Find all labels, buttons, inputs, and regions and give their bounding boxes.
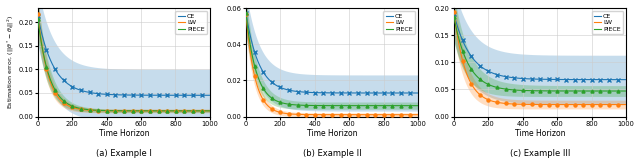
PIECE bbox=[175, 110, 182, 112]
Line: CE: CE bbox=[38, 16, 210, 95]
Line: LW: LW bbox=[38, 14, 210, 111]
X-axis label: Time Horizon: Time Horizon bbox=[99, 129, 149, 138]
Text: (a) Example I: (a) Example I bbox=[96, 149, 152, 158]
CE bbox=[618, 79, 626, 81]
CE bbox=[552, 79, 560, 80]
PIECE bbox=[325, 105, 333, 107]
PIECE bbox=[344, 105, 352, 107]
LW bbox=[450, 11, 458, 13]
CE bbox=[202, 94, 210, 96]
PIECE bbox=[532, 90, 540, 92]
Line: PIECE: PIECE bbox=[38, 19, 210, 111]
PIECE bbox=[383, 105, 391, 107]
CE bbox=[543, 78, 551, 80]
CE bbox=[324, 92, 332, 94]
PIECE bbox=[618, 90, 626, 92]
CE bbox=[116, 94, 124, 96]
CE bbox=[325, 92, 333, 94]
PIECE bbox=[591, 90, 599, 92]
LW bbox=[136, 110, 144, 112]
PIECE bbox=[622, 90, 630, 92]
Line: LW: LW bbox=[454, 12, 626, 105]
Text: (c) Example III: (c) Example III bbox=[509, 149, 570, 158]
LW bbox=[116, 110, 124, 112]
PIECE bbox=[450, 16, 458, 18]
LW bbox=[543, 104, 551, 105]
LW bbox=[202, 110, 210, 112]
Y-axis label: Estimation error, ($||\theta^* - \theta_t||^2$): Estimation error, ($||\theta^* - \theta_… bbox=[6, 15, 16, 109]
PIECE bbox=[552, 90, 560, 92]
PIECE bbox=[202, 110, 210, 112]
Legend: CE, LW, PIECE: CE, LW, PIECE bbox=[383, 11, 415, 34]
LW bbox=[325, 114, 333, 116]
CE bbox=[127, 94, 135, 96]
Text: (b) Example II: (b) Example II bbox=[303, 149, 361, 158]
LW bbox=[552, 104, 560, 105]
CE bbox=[136, 94, 144, 96]
Line: LW: LW bbox=[246, 14, 418, 115]
LW bbox=[618, 104, 626, 106]
PIECE bbox=[543, 90, 551, 92]
LW bbox=[591, 104, 599, 106]
LW bbox=[344, 114, 352, 116]
CE bbox=[116, 94, 124, 96]
LW bbox=[335, 114, 343, 116]
PIECE bbox=[34, 18, 42, 20]
X-axis label: Time Horizon: Time Horizon bbox=[515, 129, 565, 138]
LW bbox=[324, 114, 332, 116]
CE bbox=[450, 13, 458, 15]
LW bbox=[533, 104, 541, 105]
Line: PIECE: PIECE bbox=[246, 13, 418, 106]
LW bbox=[532, 104, 540, 105]
PIECE bbox=[116, 110, 124, 112]
X-axis label: Time Horizon: Time Horizon bbox=[307, 129, 357, 138]
LW bbox=[127, 110, 135, 112]
CE bbox=[622, 79, 630, 81]
PIECE bbox=[533, 90, 541, 92]
LW bbox=[414, 114, 422, 116]
LW bbox=[175, 110, 182, 112]
PIECE bbox=[206, 110, 214, 112]
Legend: CE, LW, PIECE: CE, LW, PIECE bbox=[175, 11, 207, 34]
PIECE bbox=[127, 110, 135, 112]
CE bbox=[410, 92, 418, 94]
LW bbox=[410, 114, 418, 116]
CE bbox=[591, 79, 599, 81]
LW bbox=[34, 13, 42, 15]
CE bbox=[335, 92, 343, 94]
PIECE bbox=[324, 105, 332, 107]
LW bbox=[622, 104, 630, 106]
PIECE bbox=[136, 110, 144, 112]
CE bbox=[383, 92, 391, 94]
PIECE bbox=[414, 105, 422, 107]
PIECE bbox=[335, 105, 343, 107]
Line: CE: CE bbox=[246, 13, 418, 93]
CE bbox=[175, 94, 182, 96]
CE bbox=[34, 15, 42, 17]
PIECE bbox=[410, 105, 418, 107]
PIECE bbox=[116, 110, 124, 112]
CE bbox=[242, 12, 250, 14]
CE bbox=[344, 92, 352, 94]
Line: CE: CE bbox=[454, 14, 626, 80]
Legend: CE, LW, PIECE: CE, LW, PIECE bbox=[591, 11, 623, 34]
LW bbox=[242, 13, 250, 15]
Line: PIECE: PIECE bbox=[454, 17, 626, 91]
CE bbox=[532, 78, 540, 80]
LW bbox=[116, 110, 124, 112]
CE bbox=[206, 94, 214, 96]
PIECE bbox=[242, 12, 250, 14]
LW bbox=[383, 114, 391, 116]
LW bbox=[206, 110, 214, 112]
CE bbox=[414, 92, 422, 94]
CE bbox=[533, 78, 541, 80]
